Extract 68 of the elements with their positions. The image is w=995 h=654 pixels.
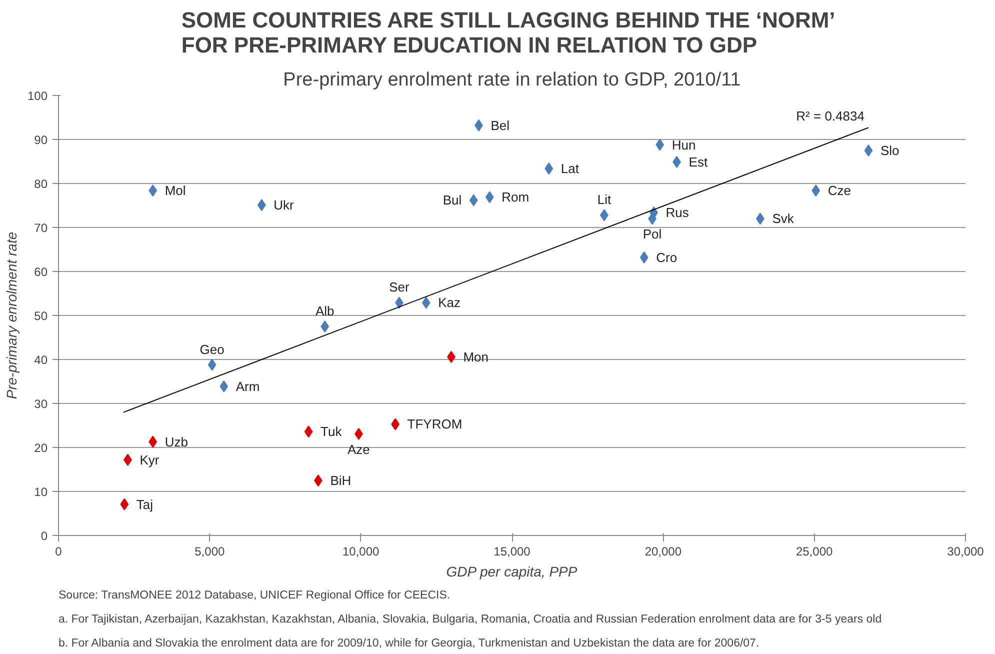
y-axis-title: Pre-primary enrolment rate [3,232,20,400]
point [422,296,430,309]
point [120,498,129,510]
point [220,380,228,392]
x-tick-label: 10,000 [342,544,380,558]
annotation: Taj [136,496,154,512]
annotation: TFYROM [407,416,462,432]
y-tick-label: 100 [27,89,48,103]
annotation: Geo [200,342,224,357]
y-tick-label: 30 [34,397,48,411]
y-tick-label: 80 [34,177,48,191]
annotation: Bul [442,192,462,208]
y-tick-label: 20 [34,441,48,455]
y-tick-label: 70 [34,221,48,235]
source-note: Source: TransMONEE 2012 Database, UNICEF Regional Office for CEECIS. [58,590,450,602]
x-tick-label: 30,000 [947,544,984,558]
point [812,184,820,197]
y-tick-label: 60 [34,265,48,279]
annotation: Est [688,154,708,170]
x-tick-label: 20,000 [644,544,682,558]
annotation: Aze [348,442,370,457]
annotation: Hun [672,137,696,152]
x-tick-label: 0 [55,544,62,558]
point [485,191,494,204]
annotation: Arm [236,378,260,394]
point [469,194,478,206]
text: a. For Tajikistan, Azerbaijan, Kazakhstan, Kazakhstan, Albania, Slovakia, Bulgaria, Romania, Croatia and Russian Federation enrolment data are for 3-5 years old [58,614,882,626]
point [656,138,664,151]
y-tick-label: 40 [34,353,48,367]
annotation: Svk [772,211,794,226]
y-tick-label: 90 [34,133,48,147]
point [544,162,554,175]
annotation: Cro [656,250,678,265]
point [640,251,648,264]
annotation: R² = 0.4834 [796,108,864,124]
annotation: Cze [828,183,851,198]
annotation: Kyr [140,452,160,468]
x-tick-label: 5,000 [194,544,226,558]
x-tick-label: 25,000 [796,544,834,558]
annotation: Mon [463,349,489,364]
annotation: Kaz [438,295,461,310]
annotation: Slo [880,143,900,158]
x-tick-label: 15,000 [494,544,531,558]
x-axis-title: GDP per capita, PPP [446,564,578,580]
annotation: Mol [164,183,186,198]
point [320,320,330,332]
annotation: Lat [560,161,580,176]
annotation: Ukr [274,198,295,213]
annotation: Uzb [164,434,188,450]
annotation: Bel [490,118,510,133]
text: b. For Albania and Slovakia the enrolment data are for 2009/10, while for Georgia, Turkmenistan and Uzbekistan the data are for 2006/07. [58,638,760,650]
annotation: Tuk [320,424,342,440]
annotation: Pol [642,226,662,242]
point [304,426,313,438]
y-tick-label: 50 [34,309,48,323]
y-tick-label: 10 [34,485,48,499]
point [314,474,322,486]
annotation: Ser [389,280,410,295]
point [864,144,873,156]
annotation: Lit [597,192,612,208]
point [208,358,216,371]
annotation: Rom [502,190,530,205]
y-tick-label: 0 [40,529,48,543]
annotation: BiH [330,473,352,488]
annotation: Rus [666,205,690,220]
chart-subtitle: Pre-primary enrolment rate in relation to GDP, 2010/11 [283,70,741,90]
annotation: Alb [315,304,334,318]
chart-title: SOME COUNTRIES ARE STILL LAGGING BEHIND THE ‘NORM’ FOR PRE-PRIMARY EDUCATION IN RELATION TO GDP [181,8,836,58]
